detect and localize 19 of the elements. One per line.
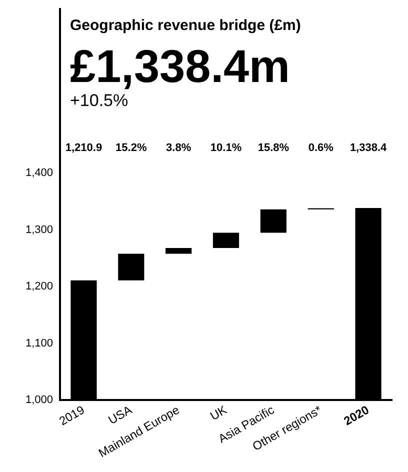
y-tick-label: 1,300 [25, 224, 53, 236]
x-tick-label: UK [208, 402, 230, 424]
data-label: 1,210.9 [65, 142, 102, 154]
x-tick-label: USA [106, 402, 134, 428]
y-tick-label: 1,400 [25, 167, 53, 180]
text: 0.6% [308, 142, 334, 154]
x-tick-label: 2020 [341, 402, 372, 428]
y-tick-label: 1,100 [25, 337, 53, 350]
chart-title: Geographic revenue bridge (£m) [70, 17, 301, 34]
y-tick-label: 1,000 [25, 394, 53, 406]
chart-subtitle: £1,338.4m [70, 40, 290, 92]
text: 3.8% [166, 142, 192, 154]
text: +10.5% [70, 91, 128, 110]
text: 15.8% [258, 142, 290, 154]
x-tick-label: 2019 [56, 402, 88, 428]
text: 10.1% [210, 142, 242, 154]
y-tick-label: 1,200 [25, 280, 53, 293]
data-label: 1,338.4 [350, 142, 388, 154]
text: 15.2% [116, 142, 147, 154]
